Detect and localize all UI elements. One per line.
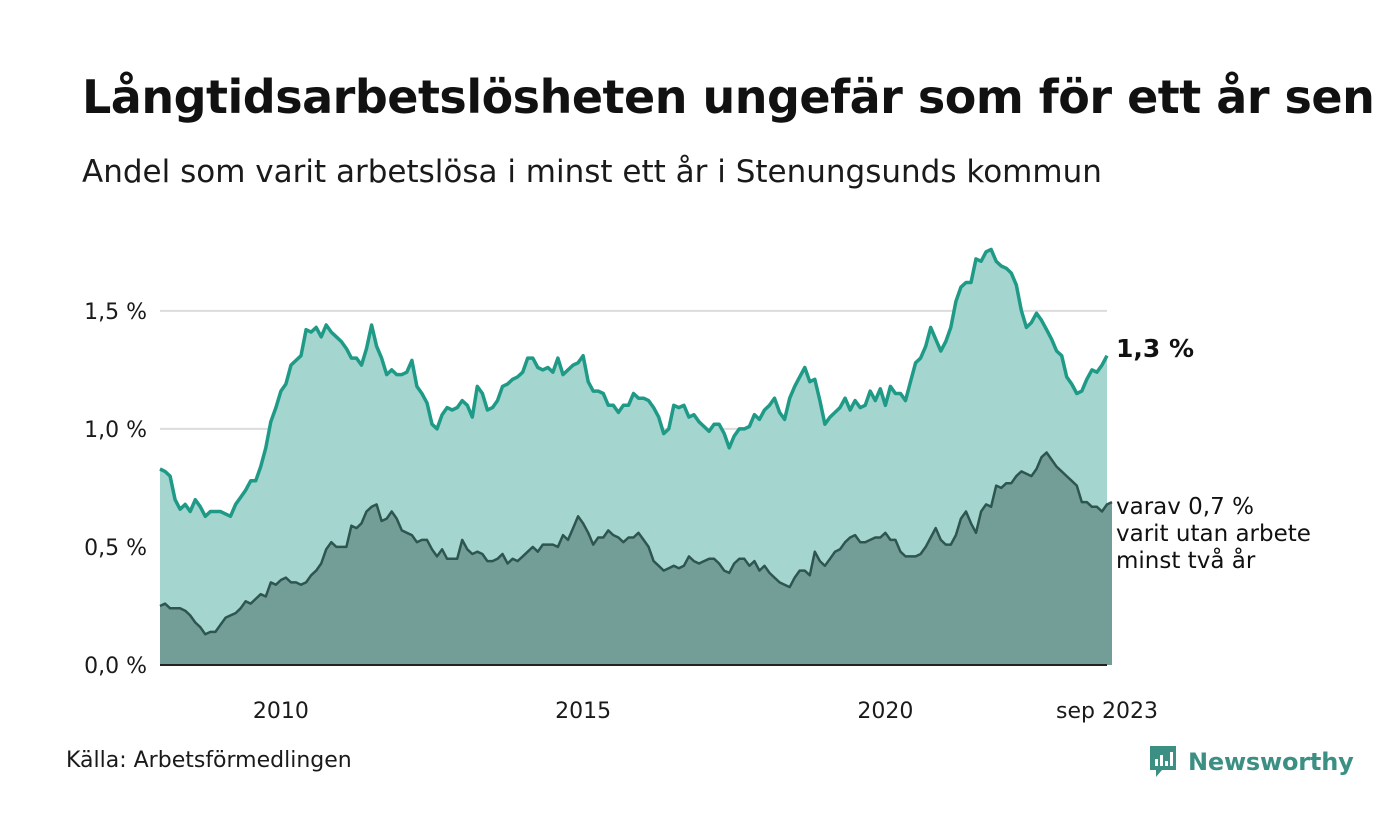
y-tick-labels: 0,0 % 0,5 % 1,0 % 1,5 %	[84, 300, 147, 679]
y-tick-label: 1,0 %	[84, 418, 147, 443]
y-tick-label: 1,5 %	[84, 300, 147, 325]
x-tick-label: 2015	[555, 699, 611, 724]
newsworthy-logo-icon	[1150, 746, 1176, 777]
area-two-years	[160, 452, 1112, 665]
x-tick-label: 2020	[857, 699, 913, 724]
brand[interactable]: Newsworthy	[1148, 744, 1354, 780]
brand-name: Newsworthy	[1188, 748, 1354, 776]
chart-title: Långtidsarbetslösheten ungefär som för e…	[82, 70, 1375, 124]
source-note: Källa: Arbetsförmedlingen	[66, 748, 352, 773]
chart-subtitle: Andel som varit arbetslösa i minst ett å…	[82, 154, 1102, 190]
y-tick-label: 0,0 %	[84, 654, 147, 679]
x-tick-labels: 2010 2015 2020 sep 2023	[253, 699, 1158, 724]
line-two-years	[159, 451, 1113, 636]
x-tick-label: sep 2023	[1056, 699, 1158, 724]
two-year-label-line-3: minst två år	[1116, 546, 1256, 574]
two-year-label-line-2: varit utan arbete	[1116, 521, 1311, 547]
two-year-label-line-1: varav 0,7 %	[1116, 494, 1254, 520]
latest-value-label: 1,3 %	[1116, 334, 1194, 363]
line-one-year	[159, 247, 1109, 519]
x-tick-label: 2010	[253, 699, 309, 724]
y-tick-label: 0,5 %	[84, 536, 147, 561]
